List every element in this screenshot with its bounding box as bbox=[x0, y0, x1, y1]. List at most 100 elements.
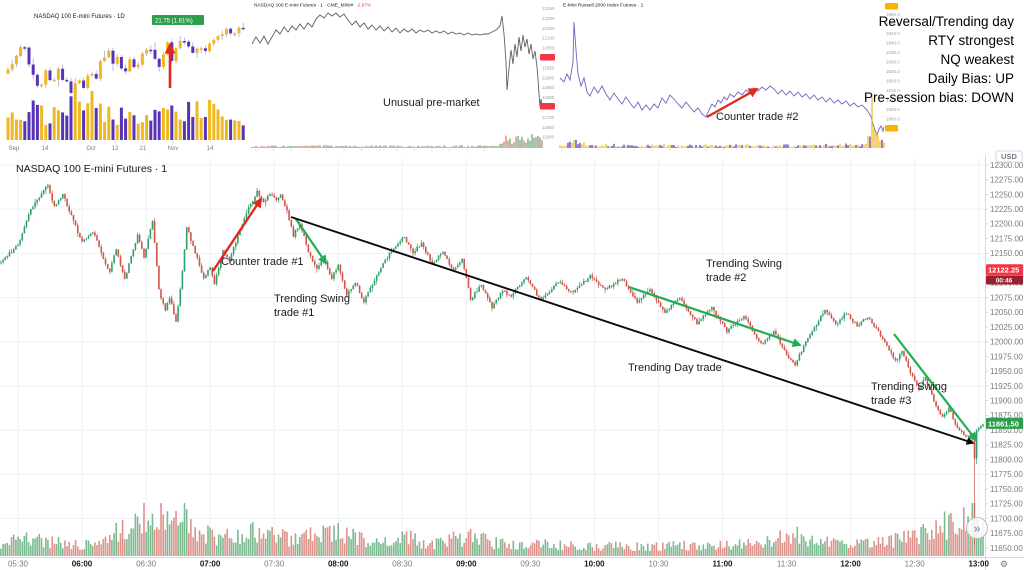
mini-axis-label: 1830.0 bbox=[886, 60, 900, 65]
price-tick-label: 11725.00 bbox=[990, 500, 1023, 509]
time-tick-label[interactable]: 12:00 bbox=[840, 560, 861, 569]
time-tick-label[interactable]: 09:00 bbox=[456, 560, 477, 569]
trade-arrow-red[interactable] bbox=[706, 87, 759, 119]
mini-axis-badge-red bbox=[540, 54, 555, 61]
time-tick-label[interactable]: 13:00 bbox=[968, 560, 989, 569]
annotation-counter-trade-2[interactable]: Counter trade #2 bbox=[716, 111, 799, 125]
trade-arrow-black[interactable] bbox=[290, 216, 975, 445]
currency-chip[interactable]: USD bbox=[995, 150, 1023, 163]
rty-chart-panel[interactable]: 1855.0 1850.0 1845.0 1840.0 1835.0 1830.0 1825… bbox=[559, 3, 900, 151]
gear-icon[interactable]: ⚙ bbox=[1000, 559, 1008, 569]
time-tick-label[interactable]: 06:00 bbox=[72, 560, 93, 569]
price-axis[interactable] bbox=[985, 155, 1024, 570]
jump-to-latest-button[interactable]: » bbox=[966, 517, 988, 539]
main-volume bbox=[0, 503, 984, 556]
mini-axis-label: 12100 bbox=[542, 36, 555, 41]
daily-date-label: Sep bbox=[9, 146, 20, 152]
price-tick-label: 11825.00 bbox=[990, 441, 1023, 450]
annotation-line: Counter trade #1 bbox=[221, 256, 304, 268]
note-line: Pre-session bias: DOWN bbox=[863, 90, 1014, 105]
mini-axis-label: 11700 bbox=[542, 115, 555, 120]
annotation-line: Trending Swing bbox=[274, 293, 351, 305]
price-tick-label: 12175.00 bbox=[990, 235, 1024, 244]
trade-arrow-green[interactable] bbox=[628, 285, 802, 348]
session-notes: Reversal/Trending day RTY strongest NQ wea… bbox=[864, 12, 1014, 107]
daily-chart-panel[interactable]: Sep 14 Oct 12 21 Nov 14 bbox=[6, 22, 245, 153]
mini-axis-label: 1855.0 bbox=[886, 12, 900, 17]
annotation-line: Unusual pre-market bbox=[383, 97, 480, 109]
premarket-chart-panel[interactable]: 1225012200121501210012050120001195011900… bbox=[251, 6, 555, 151]
mini-axis-badge-red bbox=[540, 103, 555, 110]
daily-change-badge-text: 21.75 (1.81%) bbox=[155, 19, 193, 25]
mini-axis-badge-yellow bbox=[885, 3, 898, 10]
mini-axis-label: 11850 bbox=[542, 85, 555, 90]
time-tick-label[interactable]: 12:30 bbox=[905, 560, 926, 569]
trade-arrow-green[interactable] bbox=[295, 218, 328, 265]
time-tick-label[interactable]: 08:30 bbox=[392, 560, 413, 569]
price-tick-label: 11800.00 bbox=[990, 455, 1023, 464]
mini-axis-label: 1815.0 bbox=[886, 88, 900, 93]
price-tick-label: 12200.00 bbox=[990, 220, 1024, 229]
annotation-line: Trending Day trade bbox=[628, 362, 722, 374]
trade-arrow-green[interactable] bbox=[893, 333, 978, 442]
time-tick-label[interactable]: 10:00 bbox=[584, 560, 605, 569]
mini-axis-label: 11800 bbox=[542, 95, 555, 100]
session-dot-icon bbox=[350, 3, 354, 6]
annotation-line: trade #3 bbox=[871, 394, 912, 407]
mini-axis-label: 1820.0 bbox=[886, 79, 900, 84]
mini-axis-label: 11650 bbox=[542, 125, 555, 130]
price-tick-label: 11750.00 bbox=[990, 485, 1023, 494]
price-tick-label: 11900.00 bbox=[990, 397, 1023, 406]
mini-axis-label: 11600 bbox=[542, 135, 555, 140]
price-tick-label: 12250.00 bbox=[990, 190, 1024, 199]
price-tick-label: 12025.00 bbox=[990, 323, 1024, 332]
mini-axis-label: 1825.0 bbox=[886, 69, 900, 74]
mini-axis-label: 12150 bbox=[542, 26, 555, 31]
mini-axis-label: 1840.0 bbox=[886, 41, 900, 46]
time-tick-label[interactable]: 11:30 bbox=[777, 560, 797, 569]
time-tick-label[interactable]: 08:00 bbox=[328, 560, 349, 569]
mini-axis-badge-yellow bbox=[885, 125, 898, 132]
price-tick-label: 11950.00 bbox=[990, 367, 1023, 376]
annotation-line: trade #1 bbox=[274, 306, 315, 319]
annotation-line: Trending Swing bbox=[871, 381, 948, 393]
annotation-counter-trade-1[interactable]: Counter trade #1 bbox=[221, 256, 304, 270]
main-candles[interactable] bbox=[0, 183, 984, 546]
annotation-line: Trending Swing bbox=[706, 258, 783, 270]
price-tick-label: 12275.00 bbox=[990, 176, 1024, 185]
mini-axis-label: 11900 bbox=[542, 75, 555, 80]
time-tick-label[interactable]: 09:30 bbox=[520, 560, 541, 569]
price-tick-label: 11875.00 bbox=[990, 411, 1023, 420]
price-tick-label: 11650.00 bbox=[990, 544, 1023, 553]
annotation-trending-swing-trade-2[interactable]: Trending Swing trade #2 bbox=[706, 258, 782, 286]
price-tick-label: 12225.00 bbox=[990, 205, 1024, 214]
annotation-trending-day-trade[interactable]: Trending Day trade bbox=[628, 362, 722, 376]
mini-axis-label: 12200 bbox=[542, 16, 555, 21]
time-tick-label[interactable]: 07:30 bbox=[264, 560, 285, 569]
fast-forward-icon: » bbox=[974, 522, 981, 536]
annotation-line: trade #2 bbox=[706, 271, 747, 284]
annotation-trending-swing-trade-1[interactable]: Trending Swing trade #1 bbox=[274, 293, 350, 321]
daily-date-label: Nov bbox=[168, 146, 179, 152]
price-badge-green: 11861.50 bbox=[986, 417, 1023, 429]
trade-arrow-red[interactable] bbox=[212, 197, 263, 272]
time-tick-label[interactable]: 07:00 bbox=[200, 560, 221, 569]
price-badge-red: 12122.25 00:46 bbox=[986, 264, 1023, 285]
price-tick-label: 12075.00 bbox=[990, 293, 1024, 302]
main-chart-title: NASDAQ 100 E-mini Futures · 1 bbox=[16, 163, 167, 175]
premarket-change-text: -2.97% bbox=[356, 3, 372, 9]
mini-axis-label: 1835.0 bbox=[886, 50, 900, 55]
price-tick-label: 11675.00 bbox=[990, 529, 1023, 538]
daily-change-badge bbox=[152, 15, 204, 25]
time-tick-label[interactable]: 10:30 bbox=[648, 560, 669, 569]
annotation-trending-swing-trade-3[interactable]: Trending Swing trade #3 bbox=[871, 381, 947, 409]
mini-axis-label: 1810.0 bbox=[886, 98, 900, 103]
time-tick-label[interactable]: 05:30 bbox=[8, 560, 29, 569]
time-tick-label[interactable]: 11:00 bbox=[712, 560, 733, 569]
price-tick-label: 12300.00 bbox=[990, 161, 1024, 170]
time-tick-label[interactable]: 06:30 bbox=[136, 560, 157, 569]
bar-countdown: 00:46 bbox=[996, 277, 1013, 284]
annotation-unusual-premarket[interactable]: Unusual pre-market bbox=[383, 97, 480, 111]
